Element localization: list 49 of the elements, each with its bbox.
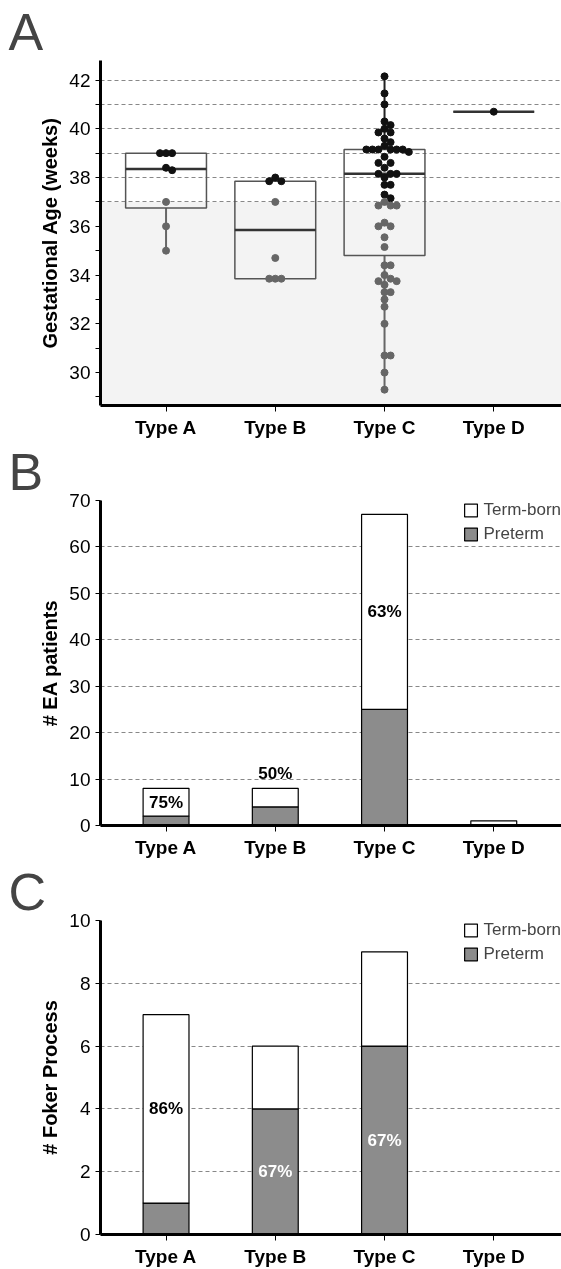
x-tick-label: Type A xyxy=(135,416,197,438)
x-tick-label: Type C xyxy=(353,1245,416,1267)
y-tick-label: 42 xyxy=(69,69,91,91)
annotation: 63% xyxy=(367,602,402,622)
y-tick-label: 50 xyxy=(69,582,91,604)
x-tick-label: Type A xyxy=(135,836,197,858)
y-tick-label: 8 xyxy=(79,972,91,994)
y-axis-title: # Foker Process xyxy=(39,1000,62,1155)
y-axis-title: # EA patients xyxy=(39,600,62,727)
y-tick-label: 36 xyxy=(69,215,91,237)
y-tick-label: 40 xyxy=(69,118,91,140)
y-tick-label: 32 xyxy=(69,313,91,335)
chart-title: B xyxy=(8,442,44,501)
annotation: 50% xyxy=(258,764,293,784)
annotation: 67% xyxy=(367,1130,402,1150)
y-tick-label: 6 xyxy=(79,1035,91,1057)
annotation: 86% xyxy=(149,1099,184,1119)
x-tick-label: Type C xyxy=(353,416,416,438)
x-tick-label: Type C xyxy=(353,836,416,858)
annotation: 67% xyxy=(258,1162,293,1182)
y-tick-label: 10 xyxy=(69,910,91,931)
x-tick-label: Type D xyxy=(462,416,525,438)
y-tick-label: 30 xyxy=(69,362,91,384)
x-tick-label: Type D xyxy=(462,836,525,858)
x-tick-label: Type A xyxy=(135,1245,197,1267)
legend-label: Preterm xyxy=(483,944,544,964)
x-tick-label: Type B xyxy=(244,1245,307,1267)
y-axis-title: Gestational Age (weeks) xyxy=(39,118,62,349)
y-tick-label: 40 xyxy=(69,629,91,651)
y-tick-label: 2 xyxy=(79,1161,91,1183)
y-tick-label: 0 xyxy=(79,815,91,836)
legend-label: Preterm xyxy=(483,524,544,544)
y-tick-label: 30 xyxy=(69,675,91,697)
y-tick-label: 70 xyxy=(69,490,91,511)
y-tick-label: 38 xyxy=(69,167,91,189)
annotation: 75% xyxy=(149,792,184,812)
x-tick-label: Type B xyxy=(244,836,307,858)
y-tick-label: 0 xyxy=(79,1224,91,1245)
chart-title: A xyxy=(8,2,44,61)
y-tick-label: 4 xyxy=(79,1098,91,1120)
y-tick-label: 34 xyxy=(69,264,91,286)
y-tick-label: 20 xyxy=(69,722,91,744)
legend-label: Term-born xyxy=(483,500,561,520)
chart-title: C xyxy=(8,862,47,921)
y-tick-label: 60 xyxy=(69,536,91,558)
legend-label: Term-born xyxy=(483,920,561,940)
x-tick-label: Type B xyxy=(244,416,307,438)
y-tick-label: 10 xyxy=(69,768,91,790)
x-tick-label: Type D xyxy=(462,1245,525,1267)
